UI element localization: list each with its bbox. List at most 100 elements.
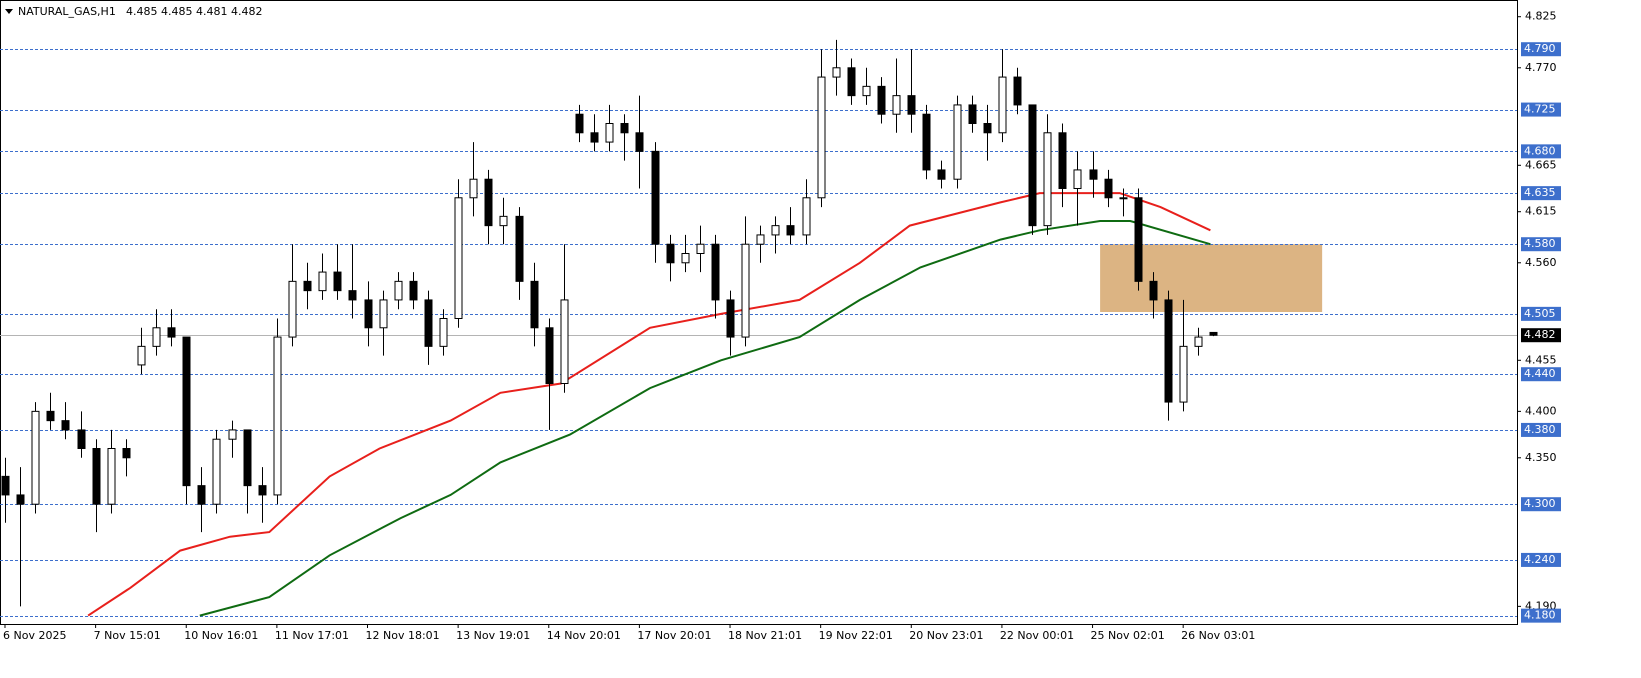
last-price-box bbox=[1521, 328, 1561, 343]
level-label-box bbox=[1521, 144, 1561, 159]
candle-body bbox=[1119, 197, 1128, 200]
candle-body bbox=[499, 215, 508, 227]
x-tick-label: 25 Nov 02:01 bbox=[1091, 629, 1165, 642]
candle-body bbox=[288, 280, 297, 338]
candle-body bbox=[666, 243, 675, 264]
candle-body bbox=[817, 76, 826, 199]
candle-body bbox=[454, 197, 463, 320]
level-label: 4.790 bbox=[1524, 42, 1556, 55]
candle-body bbox=[1028, 104, 1037, 227]
candle-body bbox=[61, 420, 70, 431]
candle-body bbox=[983, 123, 992, 134]
candle-body bbox=[1194, 336, 1203, 347]
candle-body bbox=[937, 169, 946, 180]
menu-arrow[interactable] bbox=[5, 9, 13, 14]
x-tick-label: 26 Nov 03:01 bbox=[1181, 629, 1255, 642]
candle-body bbox=[575, 113, 584, 134]
candle-body bbox=[681, 253, 690, 264]
candle-body bbox=[1164, 299, 1173, 403]
level-label: 4.440 bbox=[1524, 367, 1556, 380]
candle-body bbox=[182, 336, 191, 487]
candle-body bbox=[1179, 345, 1188, 403]
moving-average bbox=[199, 220, 1211, 617]
candle-body bbox=[832, 67, 841, 78]
candle-body bbox=[333, 271, 342, 292]
x-tick-label: 22 Nov 00:01 bbox=[1000, 629, 1074, 642]
candle-body bbox=[590, 132, 599, 143]
y-tick-label: 4.350 bbox=[1525, 451, 1557, 464]
candle-body bbox=[364, 299, 373, 329]
candle-body bbox=[137, 345, 146, 366]
level-label-box bbox=[1521, 497, 1561, 512]
level-label-box bbox=[1521, 367, 1561, 382]
y-tick-label: 4.455 bbox=[1525, 353, 1557, 366]
candle-body bbox=[469, 178, 478, 199]
x-tick-label: 6 Nov 2025 bbox=[3, 629, 66, 642]
plot-frame bbox=[0, 0, 1518, 625]
candle-body bbox=[107, 448, 116, 505]
candle-body bbox=[46, 410, 55, 422]
candle-body bbox=[424, 299, 433, 347]
chart-title: NATURAL_GAS,H1 bbox=[18, 5, 116, 18]
candle-body bbox=[635, 132, 644, 152]
candle-body bbox=[847, 67, 856, 97]
candle-body bbox=[756, 234, 765, 245]
candle-body bbox=[31, 410, 40, 505]
candle-body bbox=[394, 280, 403, 301]
candle-body bbox=[484, 178, 493, 227]
candle-body bbox=[560, 299, 569, 384]
candle-body bbox=[892, 95, 901, 115]
candle-body bbox=[1089, 169, 1098, 180]
y-tick-label: 4.825 bbox=[1525, 10, 1557, 23]
candle-body bbox=[197, 485, 206, 505]
candle-body bbox=[167, 327, 176, 338]
candle-body bbox=[726, 299, 735, 338]
level-label: 4.580 bbox=[1524, 237, 1556, 250]
candle-body bbox=[771, 225, 780, 236]
level-label: 4.300 bbox=[1524, 497, 1556, 510]
candle-body bbox=[243, 429, 252, 487]
candle-body bbox=[786, 225, 795, 236]
level-label: 4.725 bbox=[1524, 103, 1556, 116]
candle-body bbox=[998, 76, 1007, 134]
candle-body bbox=[258, 485, 267, 496]
candle-body bbox=[212, 438, 221, 505]
level-label-box bbox=[1521, 422, 1561, 437]
candle-body bbox=[877, 85, 886, 115]
level-label-box bbox=[1521, 42, 1561, 57]
x-tick-label: 14 Nov 20:01 bbox=[547, 629, 621, 642]
plot-area bbox=[0, 39, 1517, 617]
chart-subtitle: 4.485 4.485 4.481 4.482 bbox=[126, 5, 262, 18]
level-label-box bbox=[1521, 608, 1561, 623]
x-tick-label: 11 Nov 17:01 bbox=[275, 629, 349, 642]
level-label: 4.680 bbox=[1524, 144, 1556, 157]
candle-body bbox=[862, 85, 871, 97]
candle-body bbox=[1104, 178, 1113, 199]
level-label-box bbox=[1521, 186, 1561, 201]
x-tick-label: 17 Nov 20:01 bbox=[637, 629, 711, 642]
candle-body bbox=[303, 280, 312, 292]
candle-body bbox=[545, 327, 554, 384]
candle-body bbox=[16, 494, 25, 505]
candle-body bbox=[651, 150, 660, 245]
candle-body bbox=[1134, 197, 1143, 282]
candle-body bbox=[1073, 169, 1082, 190]
candle-body bbox=[1058, 132, 1067, 190]
candle-body bbox=[122, 448, 131, 459]
x-tick-label: 13 Nov 19:01 bbox=[456, 629, 530, 642]
candle-body bbox=[620, 123, 629, 134]
candle-body bbox=[77, 429, 86, 449]
x-tick-label: 20 Nov 23:01 bbox=[909, 629, 983, 642]
y-tick-label: 4.615 bbox=[1525, 205, 1557, 218]
level-label: 4.180 bbox=[1524, 609, 1556, 622]
candle-body bbox=[907, 95, 916, 115]
level-label-box bbox=[1521, 306, 1561, 321]
candle-body bbox=[228, 429, 237, 440]
y-tick-label: 4.560 bbox=[1525, 256, 1557, 269]
candle-body bbox=[953, 104, 962, 180]
x-tick-label: 19 Nov 22:01 bbox=[819, 629, 893, 642]
level-label: 4.635 bbox=[1524, 186, 1556, 199]
candle-body bbox=[1043, 132, 1052, 227]
candle-body bbox=[439, 318, 448, 347]
